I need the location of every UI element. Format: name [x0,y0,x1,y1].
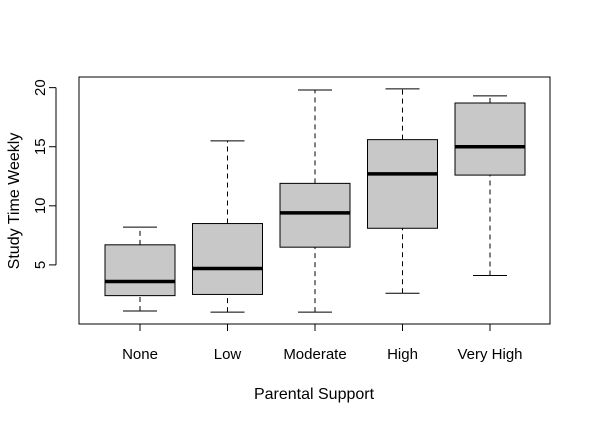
x-axis: None Low Moderate High Very High [122,323,523,363]
iqr-box [279,182,351,248]
y-tick-label: 20 [32,79,49,96]
x-axis-label: Parental Support [254,386,375,403]
box-moderate [279,89,351,313]
y-tick-label: 15 [32,138,49,155]
box-low [192,140,263,313]
y-tick-label: 10 [32,197,49,214]
x-tick-label: None [122,346,158,363]
y-tick-label: 5 [32,261,49,269]
x-tick-label: High [387,346,418,363]
x-tick-label: Low [214,346,242,363]
box-none [104,226,176,312]
box-very-high [454,95,526,277]
plot-area: 5 10 15 20 None Low Moderate High Very High [32,76,551,363]
y-axis: 5 10 15 20 [32,79,57,269]
iqr-box [367,139,438,229]
x-tick-label: Moderate [283,346,346,363]
x-tick-label: Very High [457,346,522,363]
iqr-box [192,223,263,295]
y-axis-label: Study Time Weekly [6,133,23,270]
iqr-box [454,102,526,176]
box-high [367,88,438,294]
iqr-box [104,244,176,297]
